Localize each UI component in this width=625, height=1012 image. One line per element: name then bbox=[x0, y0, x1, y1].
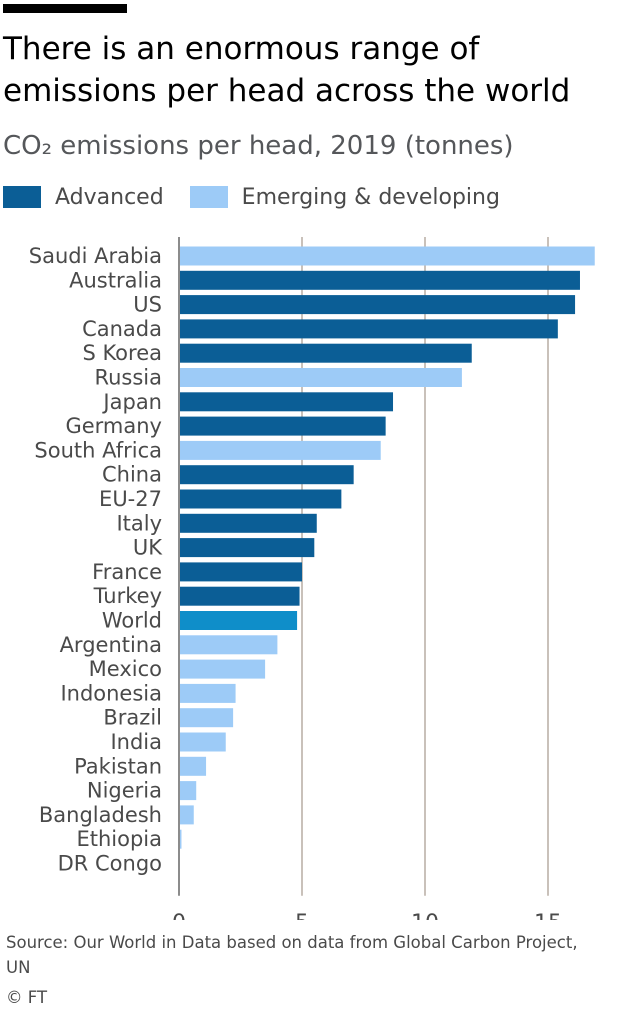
category-label: Italy bbox=[116, 511, 162, 535]
category-label: EU-27 bbox=[99, 487, 162, 511]
bar bbox=[179, 562, 302, 582]
category-label: S Korea bbox=[82, 341, 162, 365]
bar bbox=[179, 683, 236, 703]
bar bbox=[179, 246, 595, 266]
legend-swatch-emerging bbox=[189, 186, 228, 208]
bar bbox=[179, 732, 226, 752]
bar bbox=[179, 440, 381, 460]
bar bbox=[179, 343, 472, 363]
category-label: India bbox=[110, 730, 162, 754]
bar bbox=[179, 489, 342, 509]
category-label: China bbox=[102, 463, 162, 487]
category-label: Brazil bbox=[103, 706, 162, 730]
category-label: UK bbox=[133, 536, 163, 560]
bar bbox=[179, 416, 386, 436]
chart-title: There is an enormous range of emissions … bbox=[3, 31, 571, 109]
category-label: Bangladesh bbox=[39, 803, 162, 827]
bar bbox=[179, 513, 317, 533]
category-label: Russia bbox=[94, 366, 162, 390]
category-label: Canada bbox=[82, 317, 162, 341]
category-label: US bbox=[133, 293, 162, 317]
legend-label-advanced: Advanced bbox=[55, 184, 164, 210]
x-tick-label: 10 bbox=[411, 911, 439, 920]
bar bbox=[179, 538, 315, 558]
bar bbox=[179, 295, 576, 315]
bar bbox=[179, 465, 354, 485]
category-label: Australia bbox=[69, 268, 162, 292]
legend: Advanced Emerging & developing bbox=[3, 180, 526, 214]
bar bbox=[179, 392, 394, 412]
bar bbox=[179, 781, 197, 801]
x-tick-label: 0 bbox=[172, 911, 186, 920]
category-label: Ethiopia bbox=[76, 827, 162, 851]
category-label: World bbox=[102, 609, 162, 633]
category-label: South Africa bbox=[34, 438, 162, 462]
bar bbox=[179, 805, 194, 825]
category-label: Turkey bbox=[93, 584, 162, 608]
legend-item-advanced: Advanced bbox=[3, 185, 164, 210]
bar bbox=[179, 611, 298, 630]
category-label: France bbox=[92, 560, 162, 584]
category-label: Germany bbox=[65, 414, 162, 438]
legend-item-emerging: Emerging & developing bbox=[189, 184, 500, 210]
category-label: DR Congo bbox=[58, 852, 162, 876]
bar bbox=[179, 635, 278, 655]
category-label: Japan bbox=[101, 390, 162, 414]
legend-label-emerging: Emerging & developing bbox=[241, 184, 500, 210]
category-label: Mexico bbox=[89, 657, 162, 681]
top-rule bbox=[3, 4, 127, 13]
bar bbox=[179, 708, 234, 728]
source-note: Source: Our World in Data based on data … bbox=[6, 933, 578, 977]
ft-credit: © FT bbox=[6, 988, 48, 1007]
bar bbox=[179, 368, 462, 387]
bar bbox=[179, 319, 558, 339]
category-label: Pakistan bbox=[74, 754, 162, 778]
bar bbox=[179, 586, 300, 606]
category-label: Indonesia bbox=[60, 681, 162, 705]
bar bbox=[179, 829, 182, 849]
category-label: Saudi Arabia bbox=[29, 244, 162, 268]
bar bbox=[179, 756, 207, 776]
x-tick-label: 15 bbox=[534, 911, 562, 920]
bar bbox=[179, 659, 266, 679]
chart-subtitle: CO₂ emissions per head, 2019 (tonnes) bbox=[3, 131, 514, 161]
category-label: Argentina bbox=[60, 633, 162, 657]
bar bbox=[179, 270, 580, 290]
x-tick-label: 5 bbox=[295, 911, 309, 920]
category-label: Nigeria bbox=[87, 779, 162, 803]
legend-swatch-advanced bbox=[3, 186, 41, 208]
